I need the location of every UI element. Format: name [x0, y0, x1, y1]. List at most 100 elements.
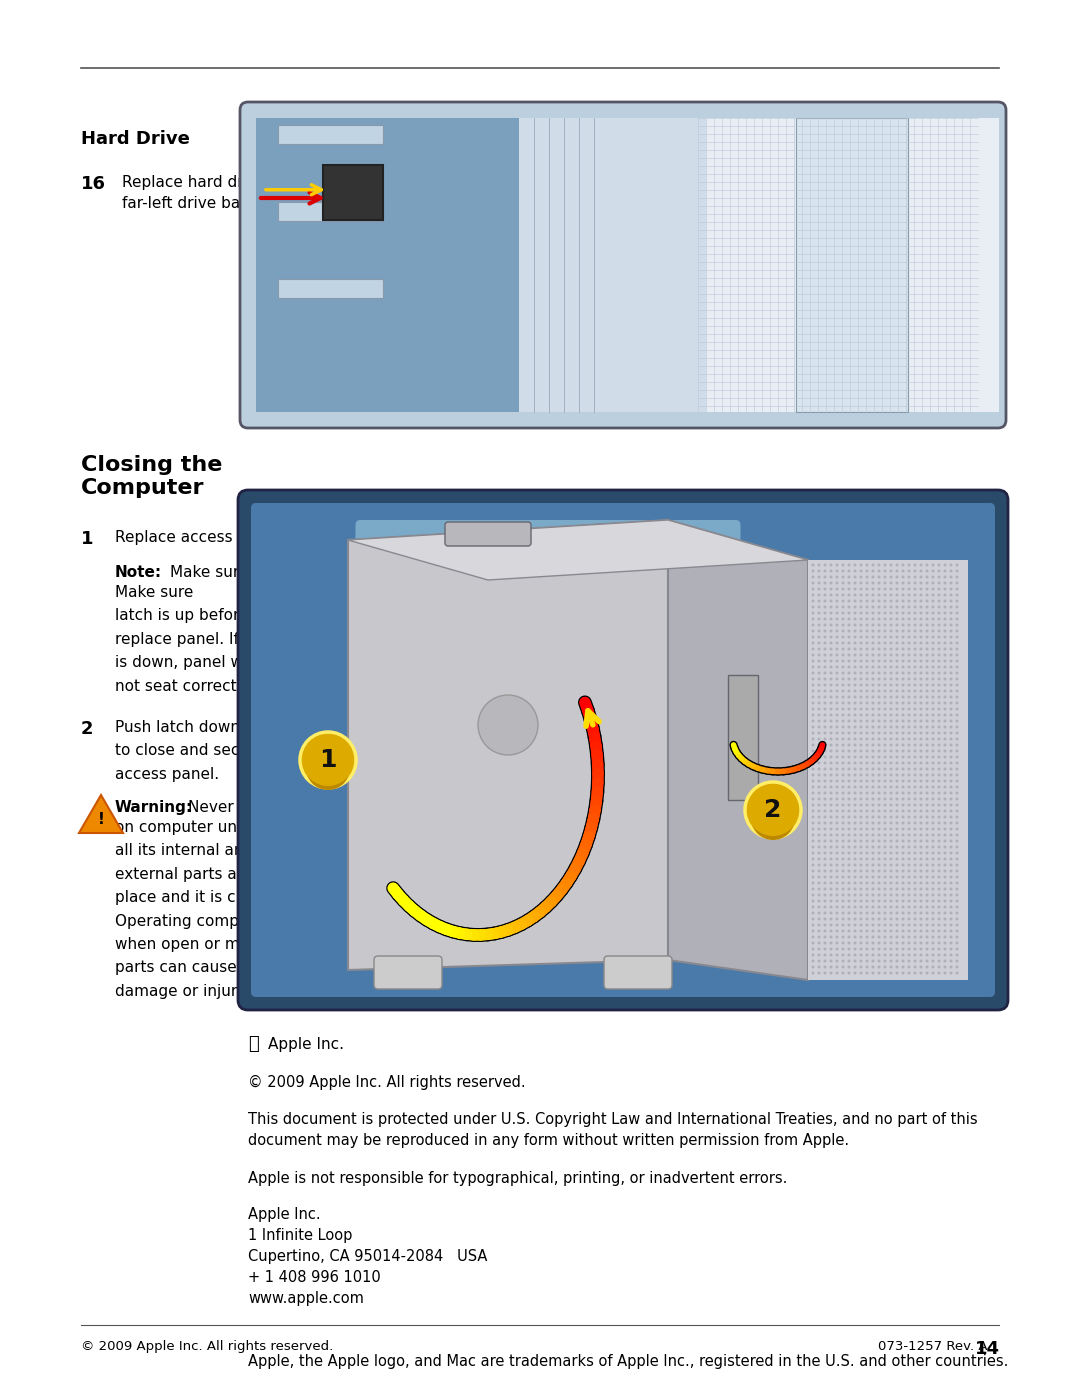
Circle shape [914, 852, 917, 855]
Circle shape [841, 612, 845, 615]
Circle shape [829, 767, 833, 771]
Circle shape [919, 827, 922, 830]
Circle shape [907, 798, 910, 800]
Circle shape [890, 647, 892, 651]
Circle shape [818, 774, 821, 777]
Circle shape [824, 672, 826, 675]
Circle shape [895, 630, 899, 633]
Circle shape [829, 756, 833, 759]
Circle shape [902, 971, 905, 975]
Circle shape [907, 594, 910, 597]
Circle shape [883, 707, 887, 711]
Circle shape [944, 605, 946, 609]
Circle shape [907, 954, 910, 957]
Circle shape [872, 876, 875, 879]
Circle shape [811, 918, 814, 921]
Circle shape [877, 654, 880, 657]
Circle shape [883, 678, 887, 680]
Circle shape [914, 798, 917, 800]
Circle shape [860, 971, 863, 975]
Circle shape [914, 780, 917, 782]
Circle shape [853, 594, 856, 597]
Circle shape [914, 911, 917, 915]
Circle shape [914, 887, 917, 890]
Circle shape [926, 576, 929, 578]
Circle shape [824, 834, 826, 837]
Circle shape [860, 672, 863, 675]
Circle shape [818, 918, 821, 921]
Circle shape [937, 798, 941, 800]
Circle shape [829, 869, 833, 873]
Circle shape [907, 774, 910, 777]
Circle shape [872, 918, 875, 921]
Text: on computer unless
all its internal and
external parts are in
place and it is cl: on computer unless all its internal and … [114, 820, 284, 999]
Circle shape [811, 672, 814, 675]
Circle shape [949, 617, 953, 620]
Circle shape [919, 809, 922, 813]
Circle shape [836, 605, 838, 609]
Circle shape [949, 929, 953, 933]
Circle shape [890, 665, 892, 669]
Circle shape [836, 905, 838, 908]
Circle shape [872, 785, 875, 788]
Circle shape [956, 623, 959, 626]
Circle shape [853, 738, 856, 740]
Circle shape [860, 725, 863, 728]
Circle shape [907, 971, 910, 975]
Bar [323, 165, 383, 219]
Circle shape [860, 594, 863, 597]
Circle shape [848, 576, 851, 578]
Circle shape [895, 785, 899, 788]
Circle shape [890, 750, 892, 753]
Circle shape [895, 743, 899, 746]
Circle shape [931, 821, 934, 824]
Circle shape [811, 971, 814, 975]
Circle shape [836, 816, 838, 819]
Circle shape [860, 821, 863, 824]
Circle shape [944, 905, 946, 908]
Circle shape [895, 798, 899, 800]
Circle shape [937, 911, 941, 915]
Circle shape [865, 876, 868, 879]
Circle shape [829, 798, 833, 800]
Circle shape [914, 623, 917, 626]
Circle shape [902, 690, 905, 693]
Circle shape [944, 882, 946, 884]
Circle shape [818, 672, 821, 675]
Circle shape [944, 900, 946, 902]
Circle shape [877, 581, 880, 584]
Circle shape [836, 599, 838, 602]
Circle shape [836, 617, 838, 620]
Circle shape [860, 576, 863, 578]
Circle shape [824, 570, 826, 573]
Circle shape [853, 792, 856, 795]
Circle shape [956, 785, 959, 788]
Circle shape [895, 918, 899, 921]
Circle shape [956, 719, 959, 722]
Circle shape [848, 918, 851, 921]
Circle shape [848, 623, 851, 626]
Circle shape [926, 774, 929, 777]
Circle shape [848, 707, 851, 711]
Circle shape [811, 767, 814, 771]
Circle shape [895, 780, 899, 782]
Circle shape [895, 707, 899, 711]
Circle shape [926, 696, 929, 698]
Circle shape [914, 683, 917, 686]
Circle shape [841, 834, 845, 837]
Circle shape [841, 785, 845, 788]
Circle shape [907, 563, 910, 567]
Circle shape [937, 971, 941, 975]
FancyBboxPatch shape [374, 956, 442, 989]
Circle shape [956, 605, 959, 609]
Circle shape [895, 665, 899, 669]
Circle shape [836, 672, 838, 675]
Circle shape [865, 929, 868, 933]
Circle shape [931, 630, 934, 633]
Circle shape [895, 701, 899, 704]
Circle shape [914, 918, 917, 921]
Circle shape [895, 774, 899, 777]
Circle shape [877, 750, 880, 753]
Circle shape [811, 678, 814, 680]
Circle shape [902, 636, 905, 638]
